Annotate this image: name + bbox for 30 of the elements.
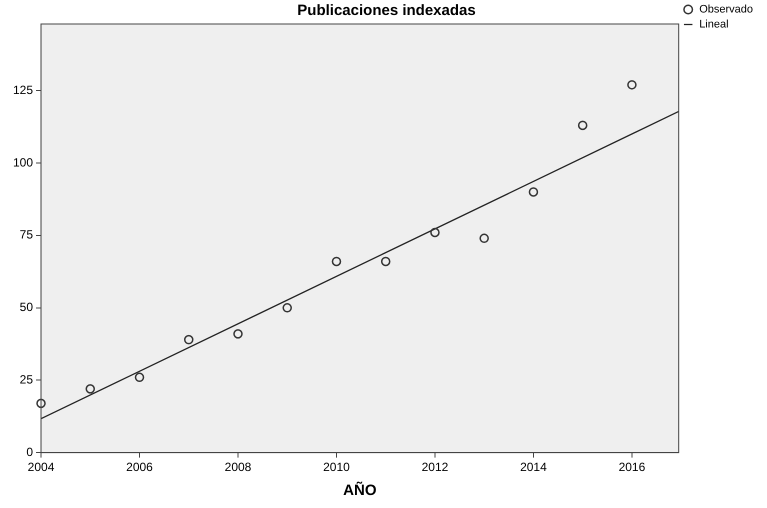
x-tick-label: 2014 bbox=[520, 460, 548, 474]
x-tick-label: 2008 bbox=[224, 460, 252, 474]
y-tick-label: 0 bbox=[26, 444, 34, 459]
point bbox=[332, 256, 342, 266]
y-tick-label: 75 bbox=[20, 228, 34, 242]
y-tick-label: 25 bbox=[20, 372, 34, 387]
x-tick-label: 2006 bbox=[126, 460, 154, 474]
legend-label: Lineal bbox=[699, 18, 729, 31]
point bbox=[282, 303, 292, 313]
point bbox=[36, 398, 46, 408]
point bbox=[627, 80, 637, 90]
y-tick-label: 50 bbox=[20, 300, 34, 314]
x-axis-title: AÑO bbox=[343, 481, 377, 500]
point bbox=[430, 228, 440, 238]
point bbox=[528, 187, 538, 197]
point bbox=[380, 256, 390, 266]
point bbox=[86, 384, 96, 394]
point bbox=[578, 120, 588, 130]
x-tick-label: 2010 bbox=[323, 460, 350, 474]
y-tick-label: 125 bbox=[12, 82, 34, 97]
point bbox=[184, 334, 194, 344]
y-tick-label: 100 bbox=[12, 155, 34, 170]
x-tick-label: 2012 bbox=[422, 460, 449, 474]
chart-title: Publicaciones indexadas bbox=[297, 2, 476, 20]
x-tick-label: 2016 bbox=[618, 460, 646, 474]
point bbox=[233, 329, 243, 339]
point bbox=[134, 372, 144, 382]
x-tick-label: 2004 bbox=[28, 460, 55, 474]
legend-label: Observado bbox=[699, 4, 754, 16]
point bbox=[479, 234, 489, 244]
